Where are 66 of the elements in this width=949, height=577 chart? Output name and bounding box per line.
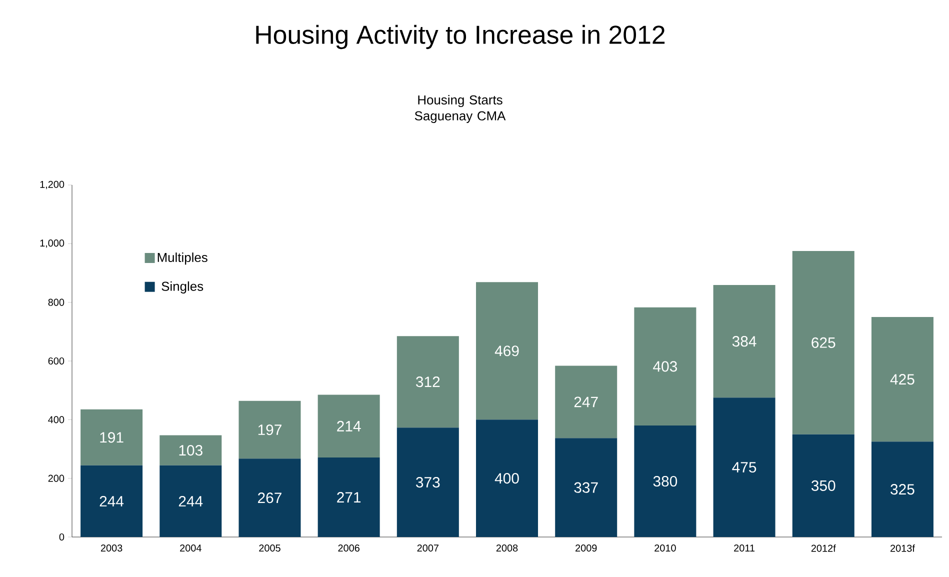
- x-tick-label: 2003: [100, 544, 122, 552]
- bar: [634, 426, 696, 537]
- bar: [634, 307, 696, 426]
- x-tick-label: 2008: [496, 544, 518, 552]
- data-label: 425: [890, 374, 914, 385]
- x-tick-label: 2004: [180, 544, 202, 552]
- y-tick-label: 400: [48, 416, 64, 424]
- x-tick-label: 2012f: [811, 544, 836, 552]
- x-tick-label: 2005: [259, 544, 280, 552]
- data-label: 380: [653, 476, 678, 487]
- y-tick-label: 800: [48, 298, 64, 306]
- data-label: 625: [812, 337, 836, 348]
- y-tick-label: 200: [48, 474, 64, 482]
- data-label: 103: [179, 445, 202, 456]
- data-label: 244: [100, 496, 124, 506]
- data-label: 191: [100, 432, 124, 443]
- data-label: 267: [258, 492, 282, 504]
- chart-subtitle: Housing Starts Saguenay CMA: [414, 94, 506, 123]
- y-tick-label: 600: [48, 357, 64, 365]
- x-tick-label: 2011: [734, 544, 755, 552]
- x-tick-label: 2013f: [890, 544, 915, 552]
- data-label: 350: [811, 480, 836, 491]
- bar: [871, 317, 934, 442]
- y-tick-label: 1,000: [40, 240, 64, 248]
- bar: [318, 458, 380, 537]
- data-label: 384: [732, 336, 756, 347]
- data-label: 403: [653, 361, 677, 372]
- data-label: 469: [494, 346, 519, 356]
- bar: [476, 420, 538, 537]
- bar: [80, 465, 143, 537]
- data-label: 247: [574, 396, 598, 408]
- bar: [713, 398, 776, 537]
- bar: [318, 394, 380, 458]
- data-label: 373: [416, 477, 440, 488]
- bar: [476, 282, 538, 420]
- x-tick-label: 2006: [338, 544, 360, 552]
- bar: [238, 400, 301, 459]
- bar: [80, 409, 143, 466]
- bar: [555, 438, 618, 537]
- y-tick-label: 1,200: [40, 180, 64, 190]
- data-label: 312: [416, 376, 440, 388]
- bar: [713, 285, 776, 398]
- data-label: 244: [178, 496, 203, 506]
- data-label: 197: [258, 424, 282, 436]
- bar: [555, 366, 618, 438]
- data-label: 337: [574, 482, 598, 493]
- bar: [792, 434, 854, 537]
- bar: [396, 428, 459, 537]
- bar: [871, 442, 934, 537]
- chart-title: Housing Activity to Increase in 2012: [256, 24, 665, 50]
- x-tick-label: 2009: [576, 544, 597, 552]
- x-tick-label: 2007: [417, 544, 438, 552]
- bar: [792, 250, 854, 434]
- data-label: 214: [337, 420, 361, 432]
- data-label: 271: [337, 492, 361, 502]
- data-label: 400: [494, 473, 519, 484]
- data-label: 475: [732, 462, 756, 473]
- bar: [160, 465, 222, 537]
- x-tick-label: 2010: [654, 544, 676, 552]
- data-label: 325: [890, 484, 914, 495]
- bar: [396, 336, 459, 428]
- y-tick-label: 0: [59, 533, 64, 541]
- bar: [238, 458, 301, 537]
- legend-label: Multiples: [158, 252, 208, 265]
- legend-label: Singles: [162, 281, 204, 294]
- bar: [160, 435, 222, 466]
